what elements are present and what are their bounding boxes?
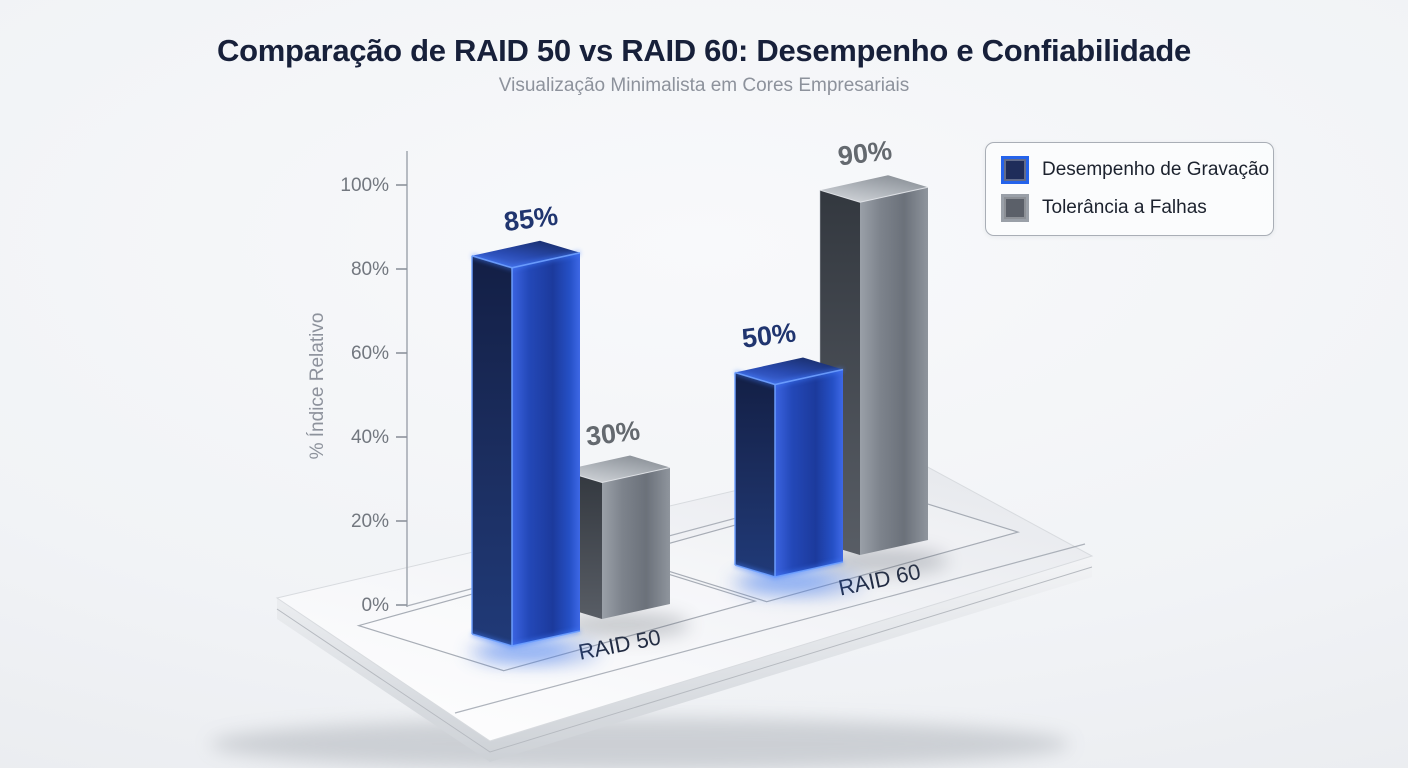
y-tick-label-5: 100% xyxy=(340,175,389,196)
legend-item-fault-tolerance: Tolerância a Falhas xyxy=(1001,194,1258,222)
y-axis-title: % Índice Relativo xyxy=(307,313,328,460)
bar-raid60-series1-top-rim xyxy=(819,186,929,203)
bar-raid60-series0-value-label: 50% xyxy=(740,317,797,353)
chart-title: Comparação de RAID 50 vs RAID 60: Desemp… xyxy=(217,33,1191,68)
legend-label-write-performance: Desempenho de Gravação xyxy=(1042,159,1270,180)
legend-swatch-write-performance xyxy=(1001,156,1029,184)
y-tick-label-0: 0% xyxy=(362,595,390,616)
bar-raid60-series1-value-label: 90% xyxy=(836,135,893,171)
y-tick-label-3: 60% xyxy=(351,343,389,364)
y-tick-label-4: 80% xyxy=(351,259,389,280)
bar-raid50-series0-value-label: 85% xyxy=(502,201,559,237)
platform-shadow xyxy=(210,718,1070,768)
bar-raid50-series1-top-face xyxy=(562,455,670,483)
legend-label-fault-tolerance: Tolerância a Falhas xyxy=(1042,197,1207,218)
legend: Desempenho de Gravação Tolerância a Falh… xyxy=(985,142,1274,236)
bar-raid60-series0-top-face xyxy=(735,357,843,385)
bar-raid60-series1-shadow xyxy=(816,548,948,574)
bar-raid60-series1-top-face xyxy=(820,175,928,203)
legend-item-write-performance: Desempenho de Gravação xyxy=(1001,156,1269,184)
bar-raid50-series1-front-face xyxy=(602,467,670,619)
bar-raid50-series1-value-label: 30% xyxy=(584,415,641,451)
platform-edge-line xyxy=(276,566,1093,753)
bar-raid60-series0-front-face xyxy=(775,369,843,577)
legend-swatch-fault-tolerance xyxy=(1001,194,1029,222)
bar-raid50-series1-shadow xyxy=(558,612,690,638)
grid-front-line xyxy=(454,543,1086,714)
bar-raid50-series0-top-face xyxy=(472,240,580,268)
y-tick-label-2: 40% xyxy=(351,427,389,448)
y-tick-label-1: 20% xyxy=(351,511,389,532)
bar-raid50-series0-front-face xyxy=(512,252,580,647)
bar-raid60-series1-front-face xyxy=(860,187,928,555)
platform-top-outline xyxy=(275,451,1094,742)
bar-raid60-series0-left-face xyxy=(735,372,775,577)
chart-subtitle: Visualização Minimalista em Cores Empres… xyxy=(498,75,910,96)
bar-raid50-series0-left-face xyxy=(472,255,512,647)
